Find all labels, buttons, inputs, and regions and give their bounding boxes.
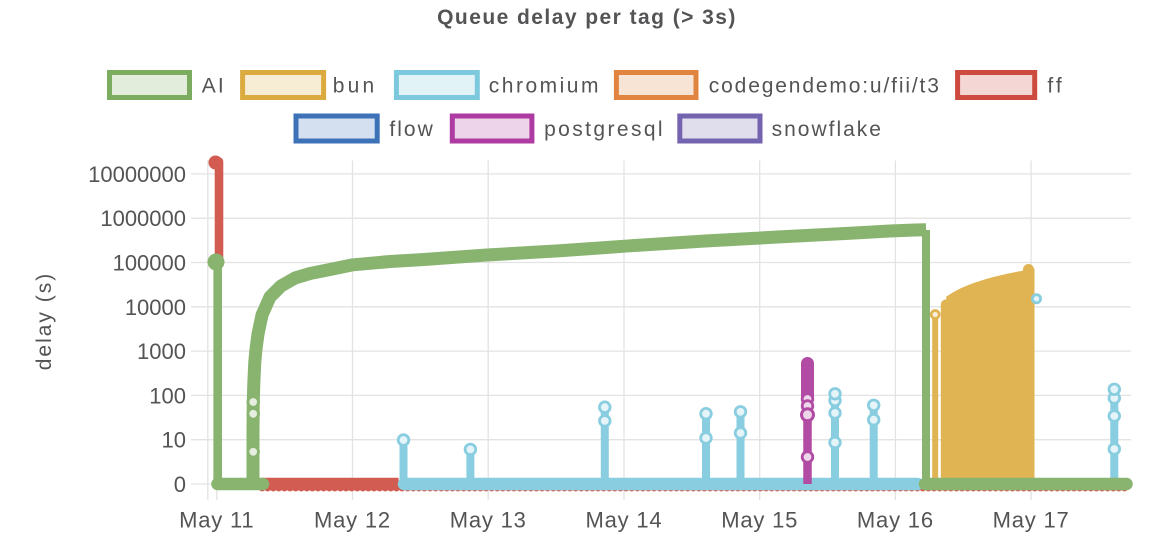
- svg-text:10: 10: [162, 428, 186, 453]
- svg-text:May 17: May 17: [993, 508, 1070, 533]
- svg-text:Queue delay per tag (> 3s): Queue delay per tag (> 3s): [437, 6, 737, 29]
- svg-text:bun: bun: [333, 75, 378, 98]
- svg-text:100: 100: [149, 383, 186, 408]
- svg-text:May 15: May 15: [721, 508, 798, 533]
- svg-text:ff: ff: [1047, 75, 1064, 98]
- svg-text:10000000: 10000000: [88, 162, 186, 187]
- svg-text:flow: flow: [389, 118, 434, 141]
- svg-text:postgresql: postgresql: [544, 118, 665, 141]
- svg-text:May 13: May 13: [450, 508, 527, 533]
- svg-text:codegendemo:u/fii/t3: codegendemo:u/fii/t3: [709, 75, 941, 98]
- svg-text:chromium: chromium: [489, 75, 601, 98]
- svg-text:AI: AI: [202, 75, 226, 98]
- svg-text:delay (s): delay (s): [33, 272, 56, 371]
- svg-text:May 16: May 16: [857, 508, 934, 533]
- svg-text:May 11: May 11: [179, 508, 254, 533]
- svg-text:0: 0: [174, 472, 186, 497]
- svg-text:10000: 10000: [125, 295, 186, 320]
- svg-text:1000000: 1000000: [100, 206, 186, 231]
- svg-text:100000: 100000: [113, 251, 186, 276]
- svg-text:1000: 1000: [137, 339, 186, 364]
- svg-text:May 12: May 12: [314, 508, 391, 533]
- svg-text:May 14: May 14: [586, 508, 663, 533]
- svg-text:snowflake: snowflake: [772, 118, 883, 141]
